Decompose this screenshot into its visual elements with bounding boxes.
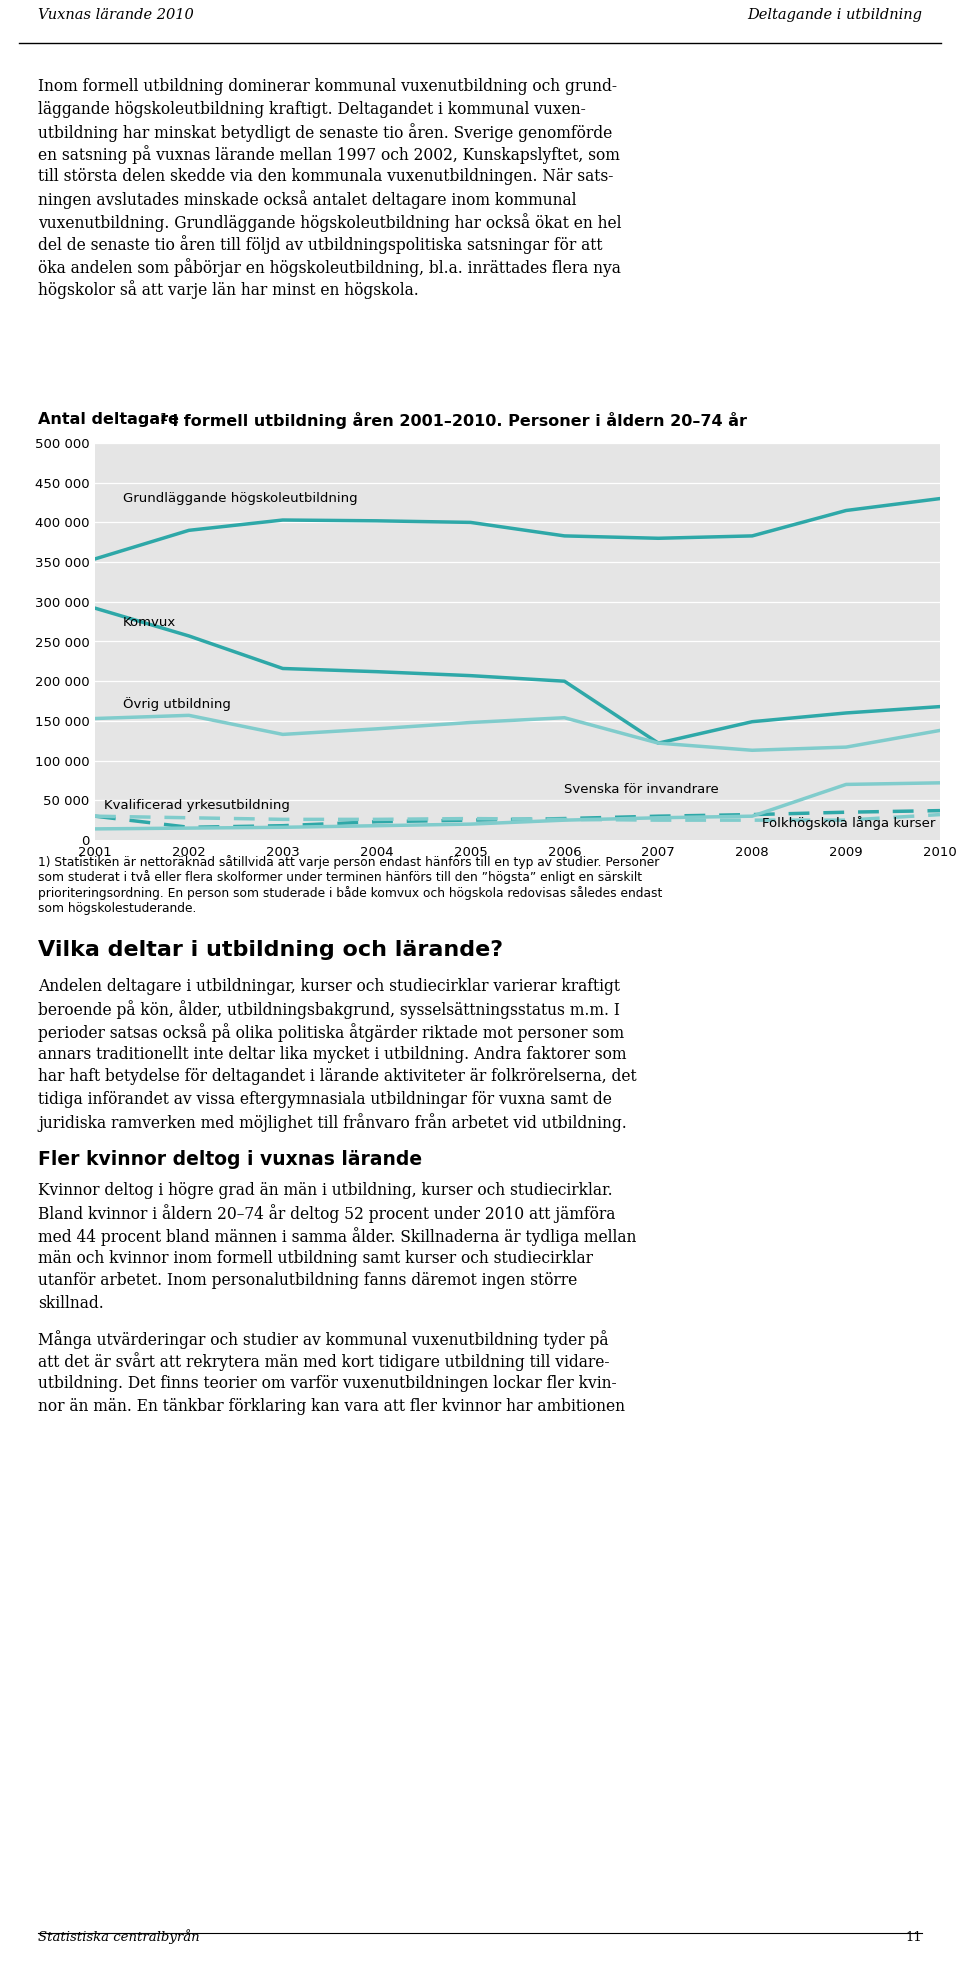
Text: nor än män. En tänkbar förklaring kan vara att fler kvinnor har ambitionen: nor än män. En tänkbar förklaring kan va… [38,1398,625,1414]
Text: annars traditionellt inte deltar lika mycket i utbildning. Andra faktorer som: annars traditionellt inte deltar lika my… [38,1046,627,1063]
Text: som högskolestuderande.: som högskolestuderande. [38,902,197,914]
Text: Vilka deltar i utbildning och lärande?: Vilka deltar i utbildning och lärande? [38,939,503,961]
Text: högskolor så att varje län har minst en högskola.: högskolor så att varje län har minst en … [38,280,419,299]
Text: Deltagande i utbildning: Deltagande i utbildning [747,8,922,22]
Text: läggande högskoleutbildning kraftigt. Deltagandet i kommunal vuxen-: läggande högskoleutbildning kraftigt. De… [38,100,586,118]
Text: vuxenutbildning. Grundläggande högskoleutbildning har också ökat en hel: vuxenutbildning. Grundläggande högskoleu… [38,213,621,232]
Text: att det är svårt att rekrytera män med kort tidigare utbildning till vidare-: att det är svårt att rekrytera män med k… [38,1353,610,1370]
Text: utbildning har minskat betydligt de senaste tio åren. Sverige genomförde: utbildning har minskat betydligt de sena… [38,122,612,142]
Text: Grundläggande högskoleutbildning: Grundläggande högskoleutbildning [123,492,358,504]
Text: Folkhögskola långa kurser: Folkhögskola långa kurser [761,817,935,831]
Text: 1) Statistiken är nettoräknad såtillvida att varje person endast hänförs till en: 1) Statistiken är nettoräknad såtillvida… [38,855,660,868]
Text: Antal deltagare: Antal deltagare [38,412,179,427]
Text: Vuxnas lärande 2010: Vuxnas lärande 2010 [38,8,194,22]
Text: Kvalificerad yrkesutbildning: Kvalificerad yrkesutbildning [105,799,290,811]
Text: utbildning. Det finns teorier om varför vuxenutbildningen lockar fler kvin-: utbildning. Det finns teorier om varför … [38,1374,616,1392]
Text: har haft betydelse för deltagandet i lärande aktiviteter är folkrörelserna, det: har haft betydelse för deltagandet i lär… [38,1067,636,1085]
Text: Andelen deltagare i utbildningar, kurser och studiecirklar varierar kraftigt: Andelen deltagare i utbildningar, kurser… [38,979,620,994]
Text: Statistiska centralbyrån: Statistiska centralbyrån [38,1930,200,1943]
Text: med 44 procent bland männen i samma ålder. Skillnaderna är tydliga mellan: med 44 procent bland männen i samma ålde… [38,1227,636,1246]
Text: Övrig utbildning: Övrig utbildning [123,697,231,711]
Text: Komvux: Komvux [123,616,177,628]
Text: 1: 1 [160,413,168,423]
Text: del de senaste tio åren till följd av utbildningspolitiska satsningar för att: del de senaste tio åren till följd av ut… [38,236,603,254]
Text: Bland kvinnor i åldern 20–74 år deltog 52 procent under 2010 att jämföra: Bland kvinnor i åldern 20–74 år deltog 5… [38,1205,615,1223]
Text: 11: 11 [905,1932,922,1943]
Text: öka andelen som påbörjar en högskoleutbildning, bl.a. inrättades flera nya: öka andelen som påbörjar en högskoleutbi… [38,258,621,278]
Text: Svenska för invandrare: Svenska för invandrare [564,784,719,795]
Text: skillnad.: skillnad. [38,1294,104,1311]
Text: prioriteringsordning. En person som studerade i både komvux och högskola redovis: prioriteringsordning. En person som stud… [38,886,662,900]
Text: beroende på kön, ålder, utbildningsbakgrund, sysselsättningsstatus m.m. I: beroende på kön, ålder, utbildningsbakgr… [38,1000,620,1020]
Text: som studerat i två eller flera skolformer under terminen hänförs till den ”högst: som studerat i två eller flera skolforme… [38,870,642,884]
Text: perioder satsas också på olika politiska åtgärder riktade mot personer som: perioder satsas också på olika politiska… [38,1024,624,1042]
Text: män och kvinnor inom formell utbildning samt kurser och studiecirklar: män och kvinnor inom formell utbildning … [38,1250,593,1266]
Text: till största delen skedde via den kommunala vuxenutbildningen. När sats-: till största delen skedde via den kommun… [38,167,613,185]
Text: utanför arbetet. Inom personalutbildning fanns däremot ingen större: utanför arbetet. Inom personalutbildning… [38,1272,577,1290]
Text: Inom formell utbildning dominerar kommunal vuxenutbildning och grund-: Inom formell utbildning dominerar kommun… [38,79,617,95]
Text: ningen avslutades minskade också antalet deltagare inom kommunal: ningen avslutades minskade också antalet… [38,191,577,209]
Text: Fler kvinnor deltog i vuxnas lärande: Fler kvinnor deltog i vuxnas lärande [38,1150,422,1170]
Text: en satsning på vuxnas lärande mellan 1997 och 2002, Kunskapslyftet, som: en satsning på vuxnas lärande mellan 199… [38,146,620,163]
Text: Kvinnor deltog i högre grad än män i utbildning, kurser och studiecirklar.: Kvinnor deltog i högre grad än män i utb… [38,1181,612,1199]
Text: i formell utbildning åren 2001–2010. Personer i åldern 20–74 år: i formell utbildning åren 2001–2010. Per… [167,412,747,429]
Text: juridiska ramverken med möjlighet till frånvaro från arbetet vid utbildning.: juridiska ramverken med möjlighet till f… [38,1112,627,1132]
Text: Många utvärderingar och studier av kommunal vuxenutbildning tyder på: Många utvärderingar och studier av kommu… [38,1329,609,1349]
Text: tidiga införandet av vissa eftergymnasiala utbildningar för vuxna samt de: tidiga införandet av vissa eftergymnasia… [38,1091,612,1107]
